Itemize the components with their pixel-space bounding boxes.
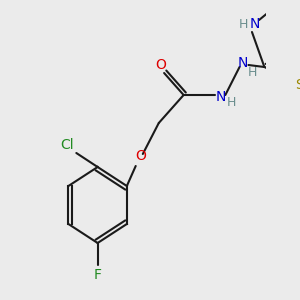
Text: H: H — [247, 67, 257, 80]
Text: F: F — [94, 268, 102, 282]
Text: O: O — [155, 58, 166, 72]
Text: H: H — [238, 17, 248, 31]
Text: H: H — [227, 97, 236, 110]
Text: N: N — [216, 90, 226, 104]
Text: Cl: Cl — [61, 138, 74, 152]
Text: S: S — [296, 78, 300, 92]
Text: N: N — [249, 17, 260, 31]
Text: O: O — [136, 149, 146, 163]
Text: N: N — [238, 56, 248, 70]
